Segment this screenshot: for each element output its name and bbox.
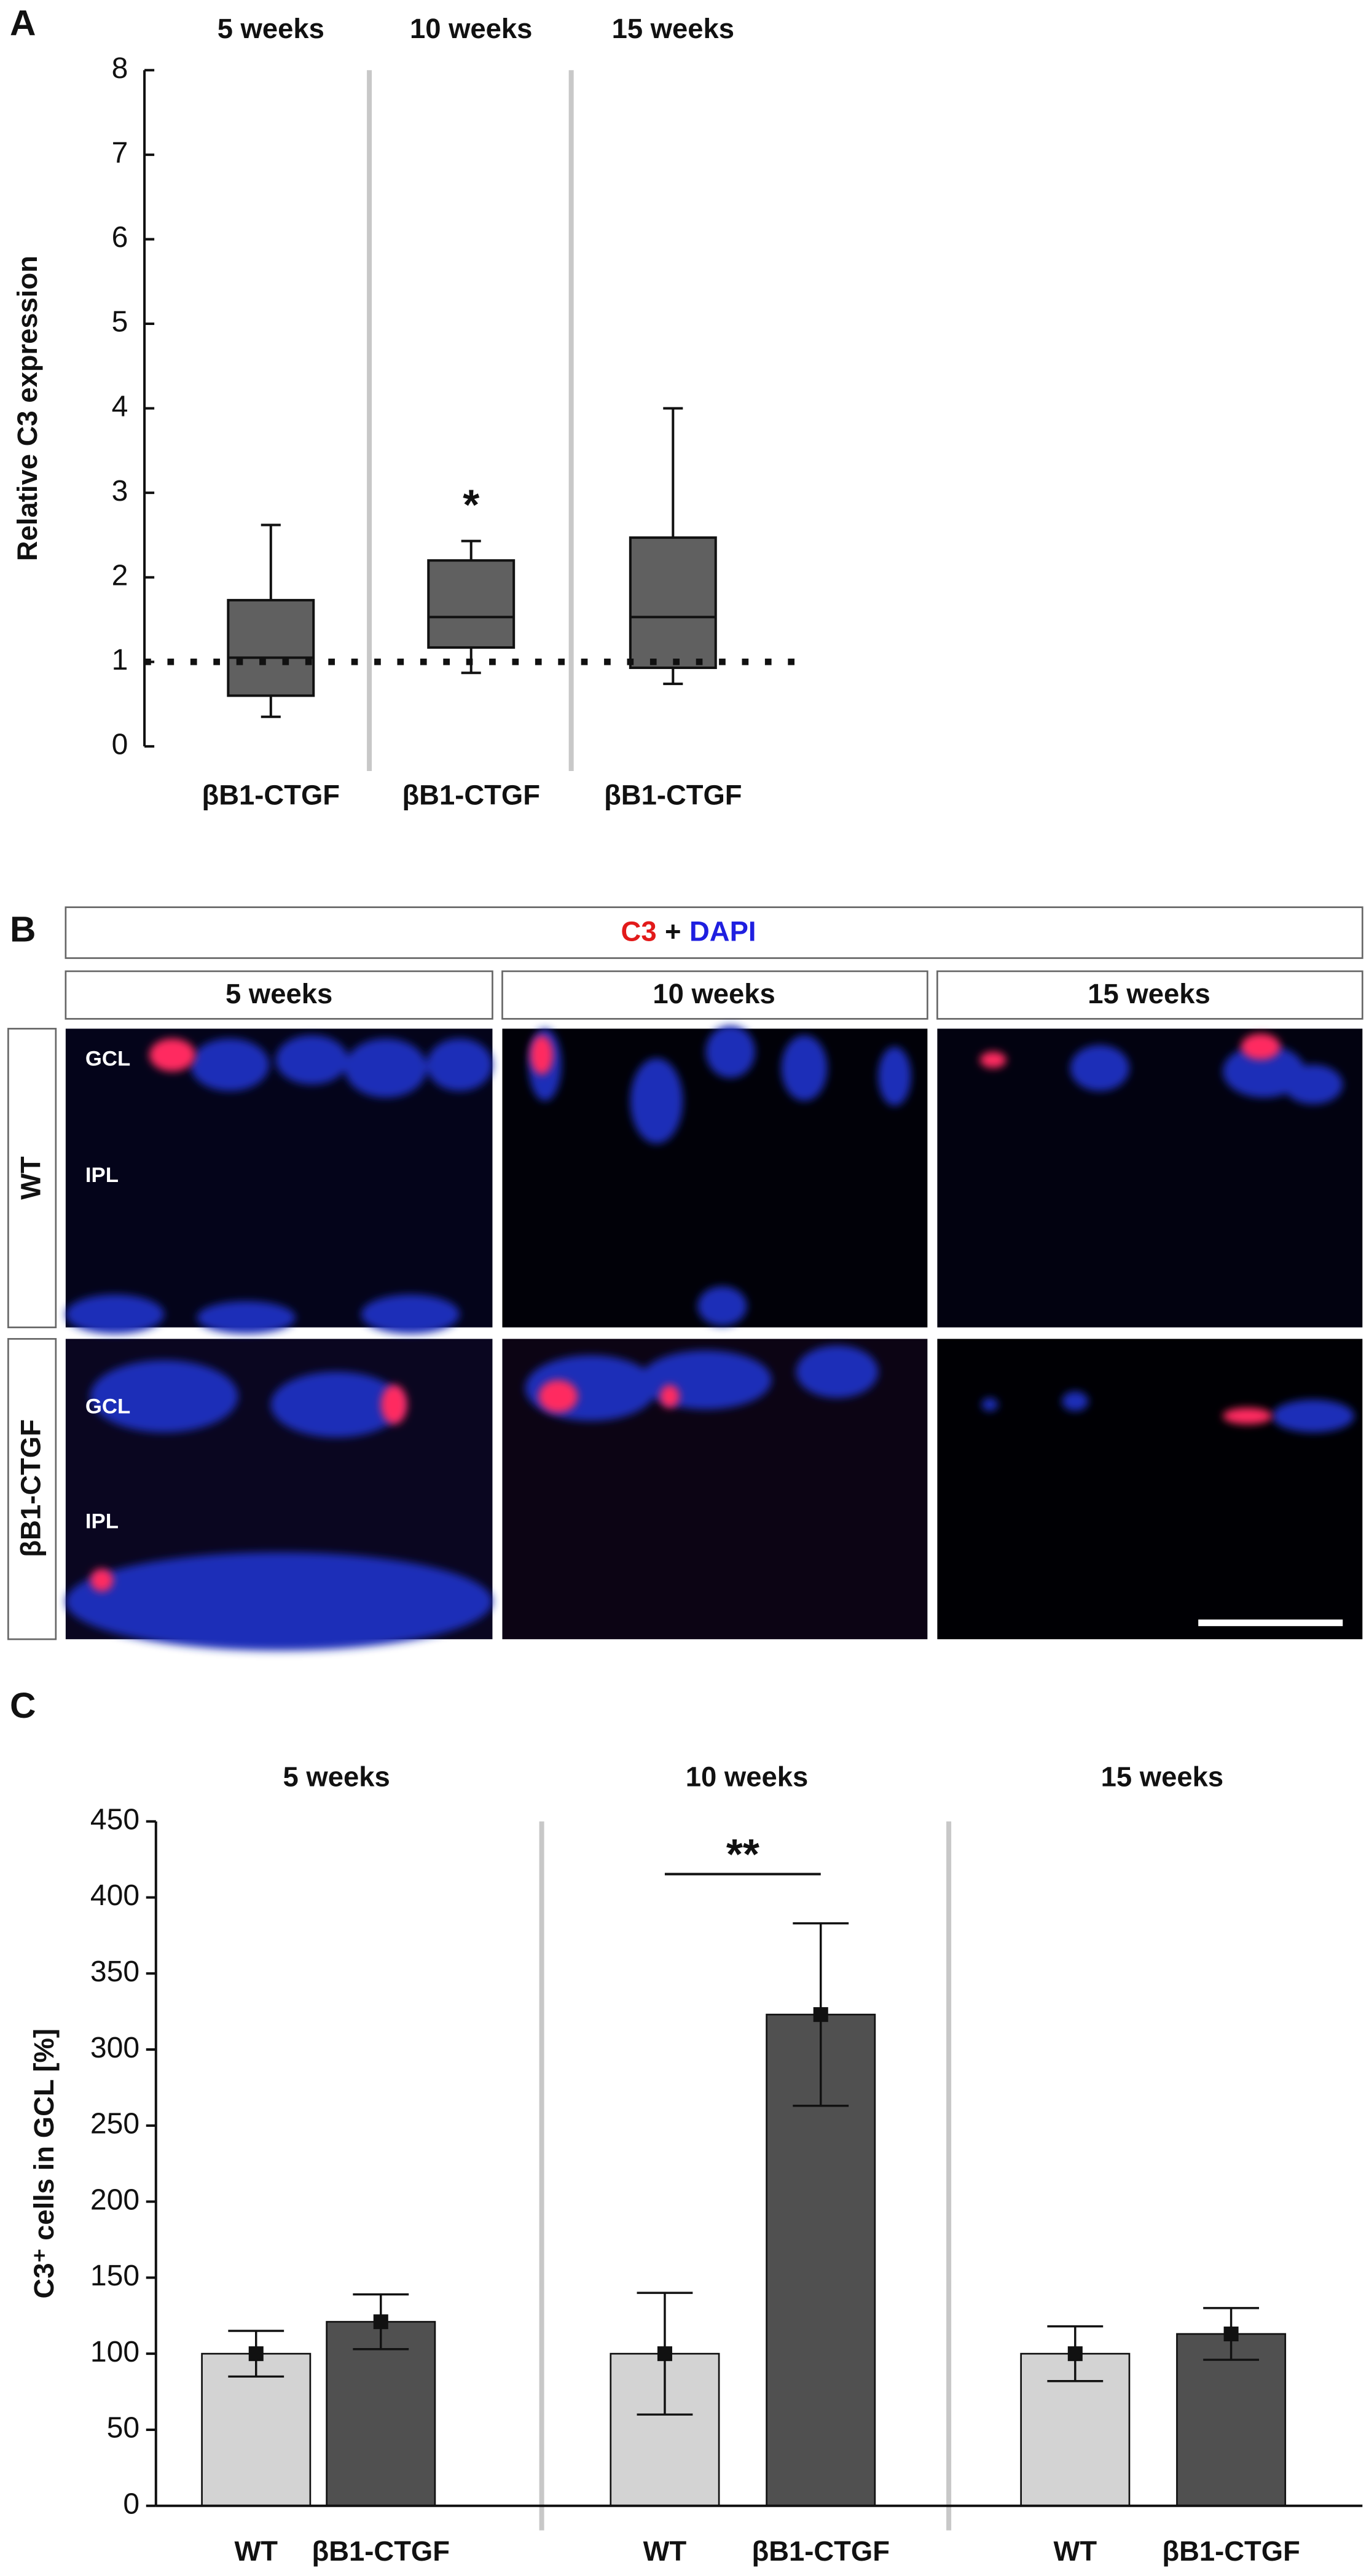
y-tick-label: 6 [112, 221, 128, 254]
header-dapi: DAPI [689, 915, 756, 947]
category-label: WT [643, 2535, 687, 2567]
layer-label: GCL [85, 1395, 130, 1419]
y-tick-label: 200 [90, 2183, 139, 2216]
panel-label: A [10, 4, 36, 44]
layer-label: IPL [85, 1510, 119, 1533]
micrographs: GCL IPL GCL IPL [65, 1025, 1363, 1651]
header-plus: + [665, 915, 681, 947]
bar [1176, 2333, 1287, 2507]
column-label: 5 weeks [226, 978, 332, 1009]
row-label: βB1-CTGF [15, 1419, 46, 1557]
category-label: βB1-CTGF [312, 2535, 450, 2567]
panel-b: B C3 + DAPI 5 weeks 10 weeks 15 weeks WT… [7, 906, 1363, 1651]
row-label: WT [15, 1156, 46, 1200]
group-title: 10 weeks [686, 1761, 808, 1792]
y-tick-label: 300 [90, 2031, 139, 2064]
y-tick-label: 4 [112, 390, 128, 423]
column-label: 15 weeks [1088, 978, 1210, 1009]
y-axis-label: C3⁺ cells in GCL [%] [28, 2029, 60, 2298]
bar [201, 2352, 312, 2507]
y-tick-label: 7 [112, 136, 128, 170]
row-box [7, 1337, 57, 1640]
category-label: WT [1054, 2535, 1097, 2567]
category-label: βB1-CTGF [604, 780, 742, 811]
mean-marker [813, 2007, 828, 2022]
mean-marker [657, 2346, 672, 2362]
y-tick-label: 50 [107, 2411, 139, 2445]
layer-label: GCL [85, 1047, 130, 1070]
category-label: βB1-CTGF [751, 2535, 889, 2567]
y-tick-label: 0 [112, 728, 128, 761]
category-label: βB1-CTGF [1162, 2535, 1300, 2567]
column-label: 10 weeks [653, 978, 775, 1009]
panel-label: C [10, 1686, 36, 1726]
group-title: 15 weeks [612, 13, 734, 44]
box [227, 598, 315, 697]
box [427, 559, 516, 649]
column-box [501, 970, 928, 1020]
header-c3: C3 [621, 915, 657, 947]
mean-marker [1067, 2346, 1083, 2362]
y-tick-label: 2 [112, 558, 128, 592]
annotation: * [463, 481, 479, 529]
y-tick-label: 100 [90, 2335, 139, 2368]
category-label: WT [234, 2535, 278, 2567]
box [629, 536, 717, 669]
category-label: βB1-CTGF [202, 780, 340, 811]
y-tick-label: 0 [123, 2487, 139, 2520]
column-box [936, 970, 1363, 1020]
y-tick-label: 350 [90, 1955, 139, 1988]
category-label: βB1-CTGF [402, 780, 539, 811]
panel-label: B [10, 909, 36, 949]
mean-marker [1223, 2326, 1239, 2342]
y-tick-label: 450 [90, 1803, 139, 1836]
group-title: 5 weeks [283, 1761, 390, 1792]
column-box [65, 970, 493, 1020]
group-title: 15 weeks [1101, 1761, 1223, 1792]
y-tick-label: 1 [112, 643, 128, 676]
y-tick-label: 3 [112, 474, 128, 507]
layer-label: IPL [85, 1164, 119, 1187]
y-tick-label: 400 [90, 1879, 139, 1912]
y-tick-label: 8 [112, 52, 128, 85]
row-box [7, 1028, 57, 1328]
mean-marker [373, 2314, 388, 2330]
bar [326, 2320, 436, 2507]
group-title: 10 weeks [410, 13, 532, 44]
y-tick-label: 150 [90, 2259, 139, 2292]
y-axis-label: Relative C3 expression [12, 256, 43, 561]
annotation: ** [726, 1830, 759, 1878]
y-tick-label: 250 [90, 2107, 139, 2140]
mean-marker [248, 2346, 264, 2362]
y-tick-label: 5 [112, 305, 128, 339]
group-title: 5 weeks [218, 13, 324, 44]
header-box [65, 906, 1363, 959]
